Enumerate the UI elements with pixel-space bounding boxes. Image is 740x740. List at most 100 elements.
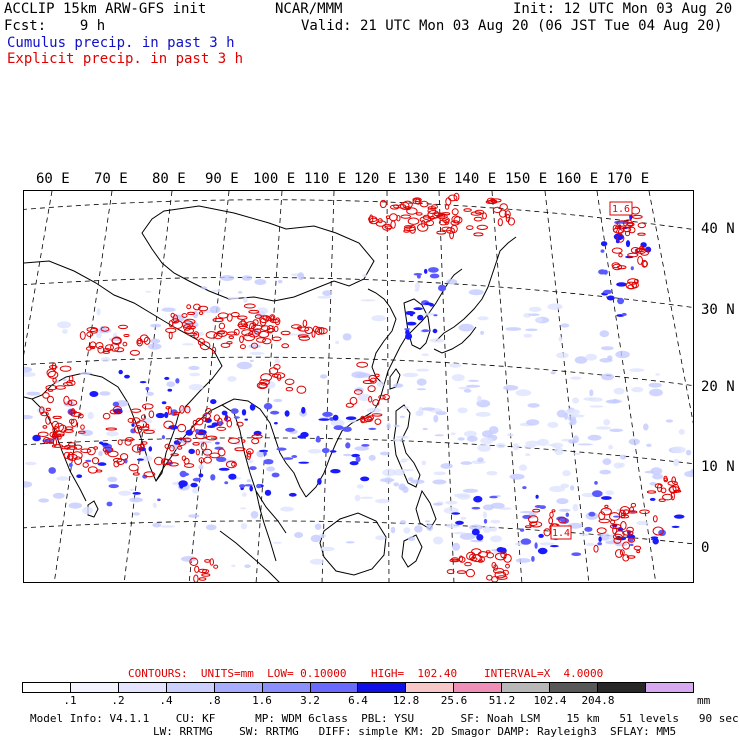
explicit-precip-cell — [205, 408, 212, 415]
explicit-precip-cell — [127, 417, 135, 423]
cumulus-precip-cell — [678, 429, 685, 435]
cumulus-precip-cell — [309, 558, 325, 565]
cumulus-precip-cell — [175, 378, 180, 384]
explicit-precip-cell — [269, 314, 276, 320]
cumulus-precip-cell — [433, 502, 443, 506]
cumulus-precip-cell — [24, 461, 37, 466]
explicit-precip-cell — [296, 385, 307, 394]
cumulus-precip-cell — [198, 473, 204, 478]
colorbar-tick-label: 51.2 — [488, 694, 516, 707]
cumulus-precip-cell — [466, 435, 478, 442]
explicit-precip-cell — [646, 490, 657, 494]
cumulus-precip-cell — [317, 478, 322, 485]
explicit-precip-cell — [297, 326, 310, 332]
lon-label: 90 E — [205, 171, 239, 187]
explicit-precip-cell — [598, 518, 611, 524]
explicit-precip-cell — [268, 367, 279, 375]
explicit-precip-cell — [615, 549, 623, 558]
explicit-precip-cell — [137, 443, 145, 449]
cumulus-precip-cell — [256, 483, 262, 489]
cumulus-precip-cell — [445, 500, 458, 505]
cumulus-precip-cell — [458, 386, 470, 390]
cumulus-precip-cell — [24, 366, 33, 373]
cumulus-precip-cell — [118, 369, 123, 375]
cumulus-precip-cell — [565, 512, 569, 517]
cumulus-precip-cell — [113, 332, 118, 341]
cumulus-precip-cell — [390, 526, 396, 534]
explicit-precip-cell — [114, 347, 125, 353]
explicit-precip-cell — [524, 525, 532, 529]
cumulus-precip-cell — [604, 509, 610, 511]
explicit-precip-cell — [421, 219, 426, 228]
cumulus-precip-cell — [95, 331, 102, 339]
cumulus-precip-cell — [345, 442, 351, 449]
cumulus-precip-cell — [620, 454, 627, 460]
explicit-precip-cell — [206, 435, 218, 441]
explicit-precip-cell — [118, 324, 128, 330]
lon-label: 60 E — [36, 171, 70, 187]
cumulus-precip-cell — [404, 311, 416, 315]
cumulus-precip-cell — [375, 535, 386, 540]
explicit-precip-cell — [402, 200, 413, 209]
cumulus-precip-cell — [572, 397, 579, 404]
explicit-precip-cell — [140, 414, 147, 420]
cumulus-precip-cell — [628, 438, 640, 445]
explicit-precip-cell — [453, 192, 460, 202]
colorbar-tick-label: 6.4 — [348, 694, 368, 707]
colorbar-cell — [454, 683, 503, 692]
cumulus-precip-cell — [480, 437, 494, 445]
cumulus-precip-cell — [528, 306, 542, 312]
cumulus-precip-cell — [507, 433, 514, 437]
cumulus-precip-cell — [233, 416, 240, 419]
explicit-precip-cell — [291, 324, 302, 329]
explicit-precip-cell — [80, 424, 85, 430]
forecast-hour: Fcst: 9 h — [4, 18, 106, 34]
cumulus-precip-cell — [361, 444, 370, 447]
cumulus-precip-cell — [243, 296, 248, 304]
explicit-precip-cell — [102, 350, 110, 354]
cumulus-precip-cell — [457, 407, 468, 414]
cumulus-precip-cell — [631, 386, 644, 393]
cumulus-precip-cell — [161, 401, 167, 405]
cumulus-precip-cell — [574, 356, 588, 364]
cumulus-precip-cell — [38, 498, 50, 503]
lon-label: 70 E — [94, 171, 128, 187]
explicit-precip-cell — [216, 426, 227, 431]
cumulus-precip-cell — [570, 418, 577, 425]
explicit-precip-cell — [89, 328, 98, 334]
explicit-precip-cell — [204, 559, 211, 563]
explicit-precip-cell — [226, 341, 233, 345]
cumulus-precip-cell — [603, 419, 611, 426]
cumulus-precip-cell — [556, 352, 569, 359]
explicit-precip-cell — [165, 327, 177, 334]
cumulus-precip-cell — [570, 414, 585, 418]
cumulus-precip-cell — [425, 520, 431, 523]
cumulus-precip-cell — [612, 524, 618, 528]
explicit-precip-cell — [393, 204, 400, 209]
explicit-precip-cell — [404, 225, 413, 229]
cumulus-precip-cell — [400, 469, 415, 471]
coast-path — [415, 489, 437, 530]
cumulus-precip-cell — [56, 476, 70, 481]
cumulus-precip-cell — [562, 470, 571, 477]
cumulus-precip-cell — [99, 391, 111, 396]
explicit-precip-cell — [604, 504, 609, 508]
cumulus-precip-cell — [525, 440, 541, 447]
cumulus-precip-cell — [475, 411, 491, 417]
explicit-precip-cell — [109, 409, 120, 415]
explicit-precip-cell — [284, 378, 295, 386]
cumulus-precip-cell — [250, 511, 259, 519]
cumulus-precip-cell — [188, 514, 200, 518]
cumulus-precip-cell — [481, 430, 493, 438]
explicit-precip-cell — [302, 319, 308, 328]
explicit-precip-cell — [192, 442, 200, 446]
explicit-precip-cell — [201, 573, 211, 577]
cumulus-precip-cell — [451, 512, 461, 515]
colorbar-cell — [645, 683, 693, 692]
colorbar-cell — [598, 683, 646, 692]
coast-path — [393, 404, 421, 488]
cumulus-precip-cell — [355, 372, 371, 378]
cumulus-precip-cell — [26, 391, 41, 396]
cumulus-precip-cell — [164, 411, 169, 419]
cumulus-precip-cell — [522, 486, 527, 490]
